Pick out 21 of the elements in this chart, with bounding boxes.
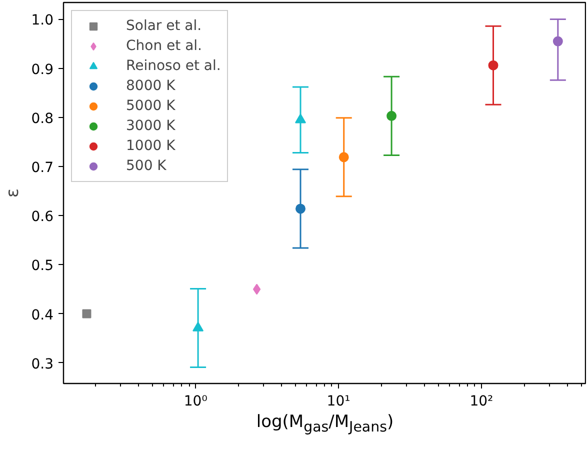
y-tick-label: 0.6 [31,209,54,226]
legend-label: Reinoso et al. [126,57,221,75]
y-tick-label: 1.0 [31,12,54,29]
legend-label: 3000 K [126,117,176,135]
x-tick-label: 10¹ [326,394,350,410]
y-tick-label: 0.3 [31,356,54,372]
legend-label: 5000 K [126,97,176,115]
y-tick-label: 0.4 [31,307,54,324]
x-tick-label: 10⁰ [184,394,208,410]
y-tick-label: 0.9 [31,62,54,78]
y-tick-label: 0.8 [31,110,54,127]
legend-label: 8000 K [126,77,176,95]
y-tick-label: 0.7 [31,160,54,176]
x-tick-label: 10² [470,394,494,410]
legend-label: 1000 K [126,137,176,155]
y-tick-label: 0.5 [31,258,54,274]
legend-label: Solar et al. [126,17,202,35]
y-axis-title: ε [3,188,24,198]
legend-label: Chon et al. [126,37,202,55]
x-axis-title: log(M$_{gas}$/M$_{Jeans}$) [255,412,395,438]
legend-label: 500 K [126,157,166,175]
